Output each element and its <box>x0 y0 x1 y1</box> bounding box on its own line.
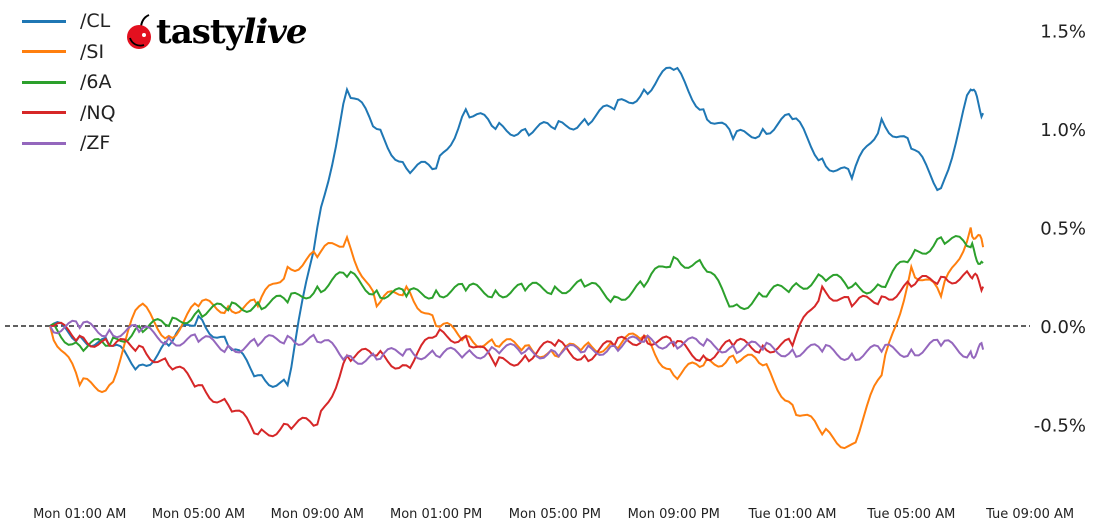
x-tick-label: Tue 01:00 AM <box>747 507 836 522</box>
y-tick-label: 0.5% <box>1040 219 1086 240</box>
legend-swatch <box>22 50 66 54</box>
legend-swatch <box>22 111 66 115</box>
x-tick-label: Mon 01:00 PM <box>390 507 482 522</box>
series-line-cl <box>49 66 985 388</box>
x-tick-label: Mon 09:00 AM <box>271 507 364 522</box>
chart-legend: /CL /SI /6A /NQ /ZF <box>22 6 116 159</box>
x-tick-label: Tue 09:00 AM <box>985 507 1074 522</box>
legend-item-nq: /NQ <box>22 98 116 129</box>
logo-wordmark: tastylive <box>156 12 308 52</box>
legend-swatch <box>22 80 66 84</box>
y-tick-label: 1.0% <box>1040 120 1086 141</box>
series-line-zf <box>49 319 985 365</box>
cherry-icon <box>127 14 151 49</box>
y-tick-label: 1.5% <box>1040 22 1086 43</box>
x-tick-label: Tue 05:00 AM <box>866 507 955 522</box>
legend-item-zf: /ZF <box>22 128 116 159</box>
legend-label: /NQ <box>80 101 116 124</box>
legend-item-cl: /CL <box>22 6 116 37</box>
legend-label: /CL <box>80 10 111 33</box>
y-tick-label: -0.5% <box>1034 416 1086 437</box>
y-tick-label: 0.0% <box>1040 317 1086 338</box>
legend-item-6a: /6A <box>22 67 116 98</box>
logo-part-live: live <box>243 12 307 52</box>
series-line-6a <box>49 234 984 353</box>
x-tick-label: Mon 09:00 PM <box>628 507 720 522</box>
logo-part-tasty: tasty <box>156 12 244 52</box>
x-tick-label: Mon 05:00 AM <box>152 507 245 522</box>
series-line-nq <box>49 269 985 438</box>
legend-label: /6A <box>80 71 112 94</box>
x-tick-label: Mon 05:00 PM <box>509 507 601 522</box>
tastylive-logo: tastylive <box>124 12 308 52</box>
x-tick-label: Mon 01:00 AM <box>33 507 126 522</box>
legend-item-si: /SI <box>22 37 116 68</box>
series-line-si <box>49 227 985 450</box>
legend-label: /ZF <box>80 132 111 155</box>
legend-swatch <box>22 19 66 23</box>
legend-swatch <box>22 141 66 145</box>
legend-label: /SI <box>80 40 105 63</box>
